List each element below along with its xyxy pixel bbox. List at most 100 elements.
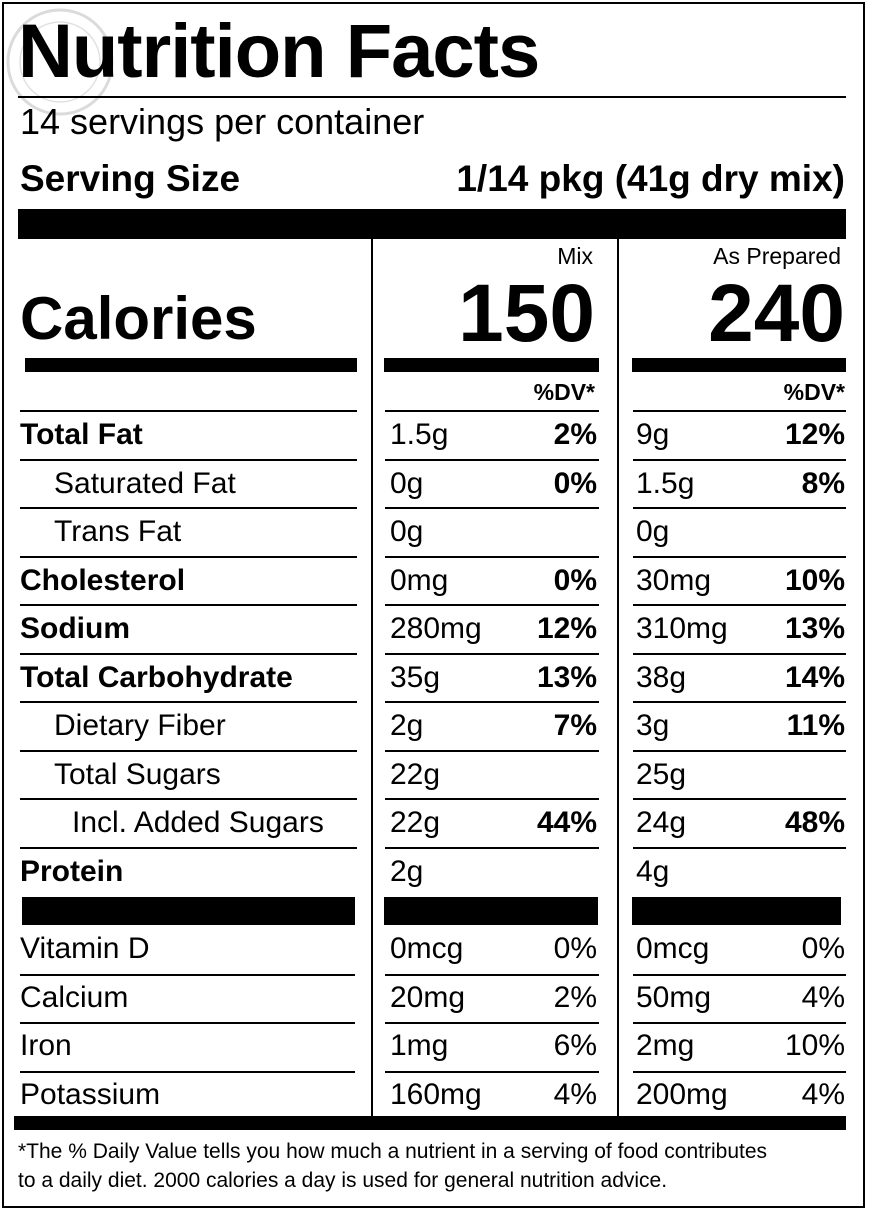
nutrient-mix-dv: 13% [536, 660, 597, 694]
row-rule-mix [385, 1022, 599, 1024]
nutrient-prepared-amount: 30mg [636, 563, 712, 597]
vitamin-bar-prepared [632, 897, 841, 925]
vitamin-bar-mix [384, 897, 598, 925]
row-rule-prepared [633, 846, 846, 849]
row-rule-label [20, 1070, 355, 1073]
nutrient-mix-dv: 0% [553, 466, 597, 500]
row-rule-label [20, 1022, 355, 1024]
nutrient-prepared-dv: 14% [784, 660, 845, 694]
nutrient-prepared-dv: 10% [784, 563, 845, 597]
vitamin-mix-dv: 0% [553, 932, 597, 965]
row-rule-prepared [633, 1022, 846, 1024]
thick-bar-bottom [14, 1116, 846, 1130]
row-rule-prepared [633, 458, 846, 461]
nutrient-mix-amount: 2g [390, 854, 424, 888]
nutrient-mix-dv: 12% [536, 612, 597, 645]
nutrient-prepared-amount: 310mg [636, 612, 728, 645]
nutrient-prepared-dv: 11% [786, 709, 845, 742]
nutrient-mix-amount: 22g [390, 757, 441, 791]
column-divider-mix [371, 239, 373, 1116]
nutrient-mix-amount: 280mg [390, 612, 482, 645]
row-rule-prepared [633, 507, 846, 509]
row-rule-mix [385, 604, 599, 606]
dv-header-mix: %DV* [533, 379, 595, 405]
nutrient-name: Saturated Fat [54, 466, 236, 500]
vitamin-mix-dv: 4% [553, 1077, 597, 1111]
nutrient-name: Trans Fat [54, 515, 182, 548]
vitamin-name: Vitamin D [20, 932, 150, 965]
row-rule-mix [385, 973, 599, 976]
row-rule-label [20, 798, 357, 800]
label-title: Nutrition Facts [18, 9, 540, 94]
vitamin-name: Iron [20, 1029, 72, 1062]
vitamin-prepared-amount: 200mg [636, 1077, 728, 1111]
calories-mix-value: 150 [458, 268, 595, 359]
vitamin-mix-amount: 160mg [390, 1077, 482, 1111]
calories-prepared-value: 240 [708, 268, 845, 359]
nutrient-name: Cholesterol [20, 563, 186, 597]
nutrient-mix-dv: 2% [553, 418, 597, 451]
nutrient-prepared-dv: 48% [784, 806, 845, 839]
nutrient-mix-amount: 0g [390, 515, 424, 548]
row-rule-prepared [633, 410, 846, 412]
vitamin-prepared-dv: 4% [801, 1077, 845, 1111]
nutrient-mix-dv: 7% [553, 709, 597, 742]
nutrient-prepared-dv: 12% [784, 418, 845, 451]
nutrient-mix-dv: 0% [553, 563, 597, 597]
calories-bar-label [25, 358, 357, 372]
row-rule-prepared [633, 555, 846, 558]
row-rule-label [20, 701, 357, 703]
nutrient-mix-amount: 22g [390, 806, 441, 839]
row-rule-mix [385, 1070, 599, 1073]
vitamin-prepared-amount: 2mg [636, 1029, 695, 1062]
nutrient-prepared-dv: 8% [801, 466, 845, 500]
row-rule-mix [385, 846, 599, 849]
row-rule-label [20, 749, 357, 752]
nutrient-prepared-amount: 24g [636, 806, 687, 839]
nutrient-mix-amount: 1.5g [390, 418, 449, 451]
nutrient-name: Total Sugars [54, 757, 221, 791]
column-divider-prepared [617, 239, 619, 1116]
footnote-line-1: *The % Daily Value tells you how much a … [18, 1140, 768, 1163]
row-rule-prepared [633, 1070, 846, 1073]
nutrient-prepared-amount: 0g [636, 515, 670, 548]
thick-bar-top [18, 209, 846, 239]
row-rule-label [20, 555, 357, 558]
vitamin-prepared-dv: 4% [801, 980, 845, 1014]
nutrient-name: Sodium [20, 612, 130, 645]
row-rule-label [20, 604, 357, 606]
vitamin-mix-amount: 20mg [390, 980, 466, 1014]
nutrient-name: Dietary Fiber [54, 709, 226, 742]
mix-column-header: Mix [557, 243, 593, 269]
nutrient-mix-amount: 0g [390, 466, 424, 500]
vitamin-mix-dv: 2% [553, 980, 597, 1014]
vitamin-prepared-dv: 10% [784, 1029, 845, 1062]
row-rule-label [20, 973, 355, 976]
nutrient-name: Total Fat [20, 418, 143, 451]
calories-bar-prepared [632, 358, 846, 372]
vitamin-name: Calcium [20, 980, 129, 1014]
nutrient-mix-dv: 44% [536, 806, 597, 839]
vitamin-bar-label [22, 897, 355, 925]
row-rule-prepared [633, 973, 846, 976]
nutrient-prepared-amount: 3g [636, 709, 670, 742]
nutrient-prepared-amount: 38g [636, 660, 687, 694]
prepared-column-header: As Prepared [713, 243, 841, 269]
row-rule-prepared [633, 798, 846, 800]
row-rule-mix [385, 652, 599, 655]
vitamin-prepared-dv: 0% [801, 932, 845, 965]
row-rule-mix [385, 798, 599, 800]
row-rule-label [20, 846, 357, 849]
nutrient-name: Protein [20, 854, 124, 888]
dv-header-prepared: %DV* [783, 379, 845, 405]
serving-size-value: 1/14 pkg (41g dry mix) [456, 158, 845, 199]
row-rule-mix [385, 458, 599, 461]
vitamin-prepared-amount: 50mg [636, 980, 712, 1014]
vitamin-name: Potassium [20, 1077, 161, 1111]
nutrient-prepared-amount: 4g [636, 854, 670, 888]
nutrient-mix-amount: 0mg [390, 563, 449, 597]
row-rule-label [20, 410, 357, 412]
title-rule [18, 96, 846, 98]
row-rule-mix [385, 507, 599, 509]
